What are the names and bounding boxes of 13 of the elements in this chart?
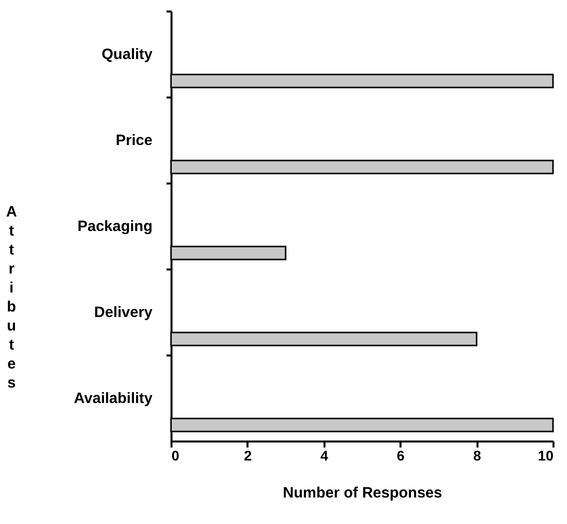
x-tick-label: 2 bbox=[244, 448, 252, 464]
x-tick-label: 0 bbox=[172, 448, 180, 464]
x-tick-label: 8 bbox=[473, 448, 482, 464]
y-tick-label: Price bbox=[116, 132, 152, 149]
x-tick-label: 4 bbox=[320, 448, 328, 464]
x-tick-label: 6 bbox=[396, 448, 405, 464]
y-tick-label: Packaging bbox=[77, 218, 152, 235]
y-tick-label: Availability bbox=[74, 390, 154, 407]
x-axis-title: Number of Responses bbox=[282, 484, 442, 502]
text: Attributes bbox=[6, 204, 17, 392]
y-tick-label: Delivery bbox=[94, 304, 154, 321]
x-tick-label: 10 bbox=[538, 448, 554, 464]
y-tick-label: Quality bbox=[102, 46, 154, 63]
